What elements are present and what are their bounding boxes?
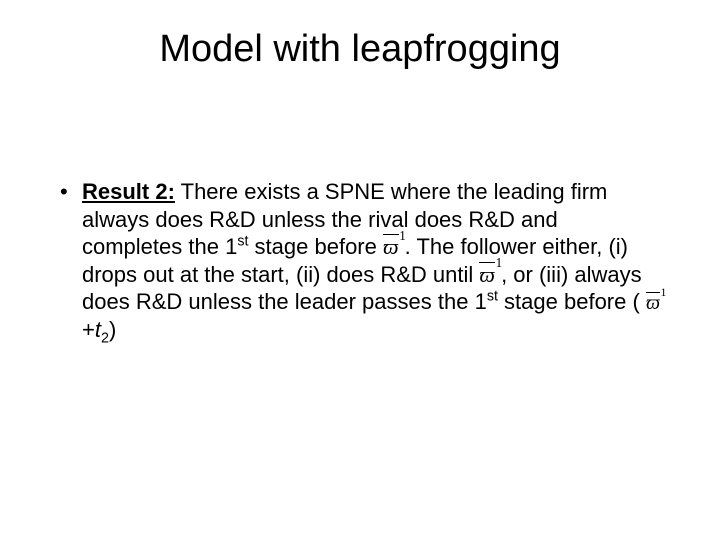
text-part6: +	[82, 317, 95, 342]
slide: Model with leapfrogging • Result 2: Ther…	[0, 0, 720, 540]
bullet-marker: •	[60, 178, 82, 206]
text-part2: stage before	[248, 234, 383, 259]
pi-bar-symbol-1: ϖ1	[383, 236, 399, 258]
t-sub: 2	[101, 330, 109, 346]
text-part5: stage before (	[498, 289, 640, 314]
result-label: Result 2:	[82, 179, 175, 204]
pi-bar-symbol-2: ϖ1	[479, 264, 495, 286]
bullet-text: Result 2: There exists a SPNE where the …	[82, 178, 660, 343]
slide-body: • Result 2: There exists a SPNE where th…	[60, 178, 660, 343]
ordinal-1: st	[237, 234, 248, 250]
bullet-item: • Result 2: There exists a SPNE where th…	[60, 178, 660, 343]
slide-title: Model with leapfrogging	[0, 28, 720, 71]
ordinal-2: st	[487, 289, 498, 305]
text-part7: )	[109, 317, 116, 342]
pi-bar-symbol-3: ϖ1	[646, 294, 660, 314]
